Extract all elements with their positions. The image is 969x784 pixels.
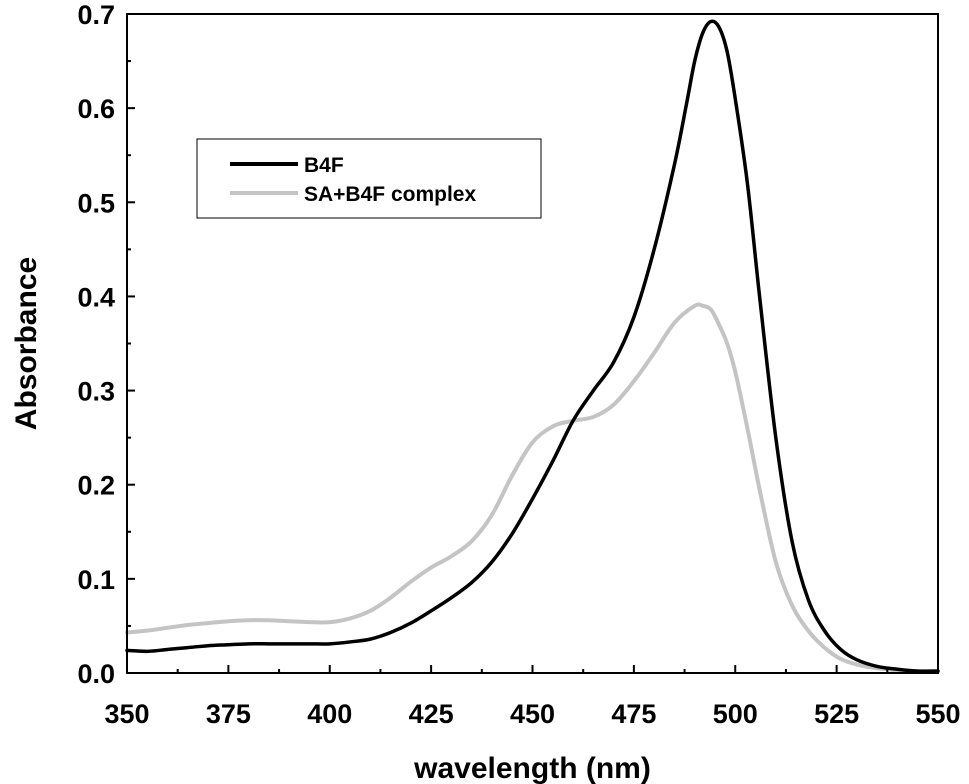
x-tick-label: 350	[104, 699, 149, 729]
legend-box	[196, 138, 542, 219]
y-axis: 0.0 0.1 0.2 0.3 0.4 0.5 0.6 0.7	[77, 0, 135, 689]
y-tick-label: 0.2	[77, 471, 115, 501]
series-line-sa-b4f-complex	[125, 302, 940, 674]
legend: B4F SA+B4F complex	[196, 138, 542, 219]
x-tick-label: 550	[915, 699, 960, 729]
y-tick-label: 0.1	[77, 565, 115, 595]
x-tick-label: 525	[814, 699, 859, 729]
x-axis: 350 375 400 425 450 475 500 525 550	[104, 665, 961, 729]
x-tick-label: 475	[611, 699, 656, 729]
y-tick-label: 0.7	[77, 0, 115, 30]
y-tick-label: 0.5	[77, 188, 115, 218]
legend-label-sa-b4f-complex: SA+B4F complex	[304, 183, 476, 206]
x-tick-label: 450	[510, 699, 555, 729]
y-tick-label: 0.6	[77, 94, 115, 124]
x-tick-label: 375	[206, 699, 251, 729]
series-line-b4f	[125, 19, 940, 674]
x-axis-title: wavelength (nm)	[413, 752, 651, 784]
plot-frame	[126, 13, 939, 674]
y-tick-label: 0.4	[77, 282, 115, 312]
x-tick-label: 425	[409, 699, 454, 729]
series-layer	[125, 19, 940, 674]
x-tick-label: 500	[713, 699, 758, 729]
y-tick-label: 0.3	[77, 377, 115, 407]
y-tick-label: 0.0	[77, 659, 115, 689]
x-tick-label: 400	[307, 699, 352, 729]
y-axis-title: Absorbance	[10, 257, 43, 430]
legend-label-b4f: B4F	[304, 154, 344, 177]
